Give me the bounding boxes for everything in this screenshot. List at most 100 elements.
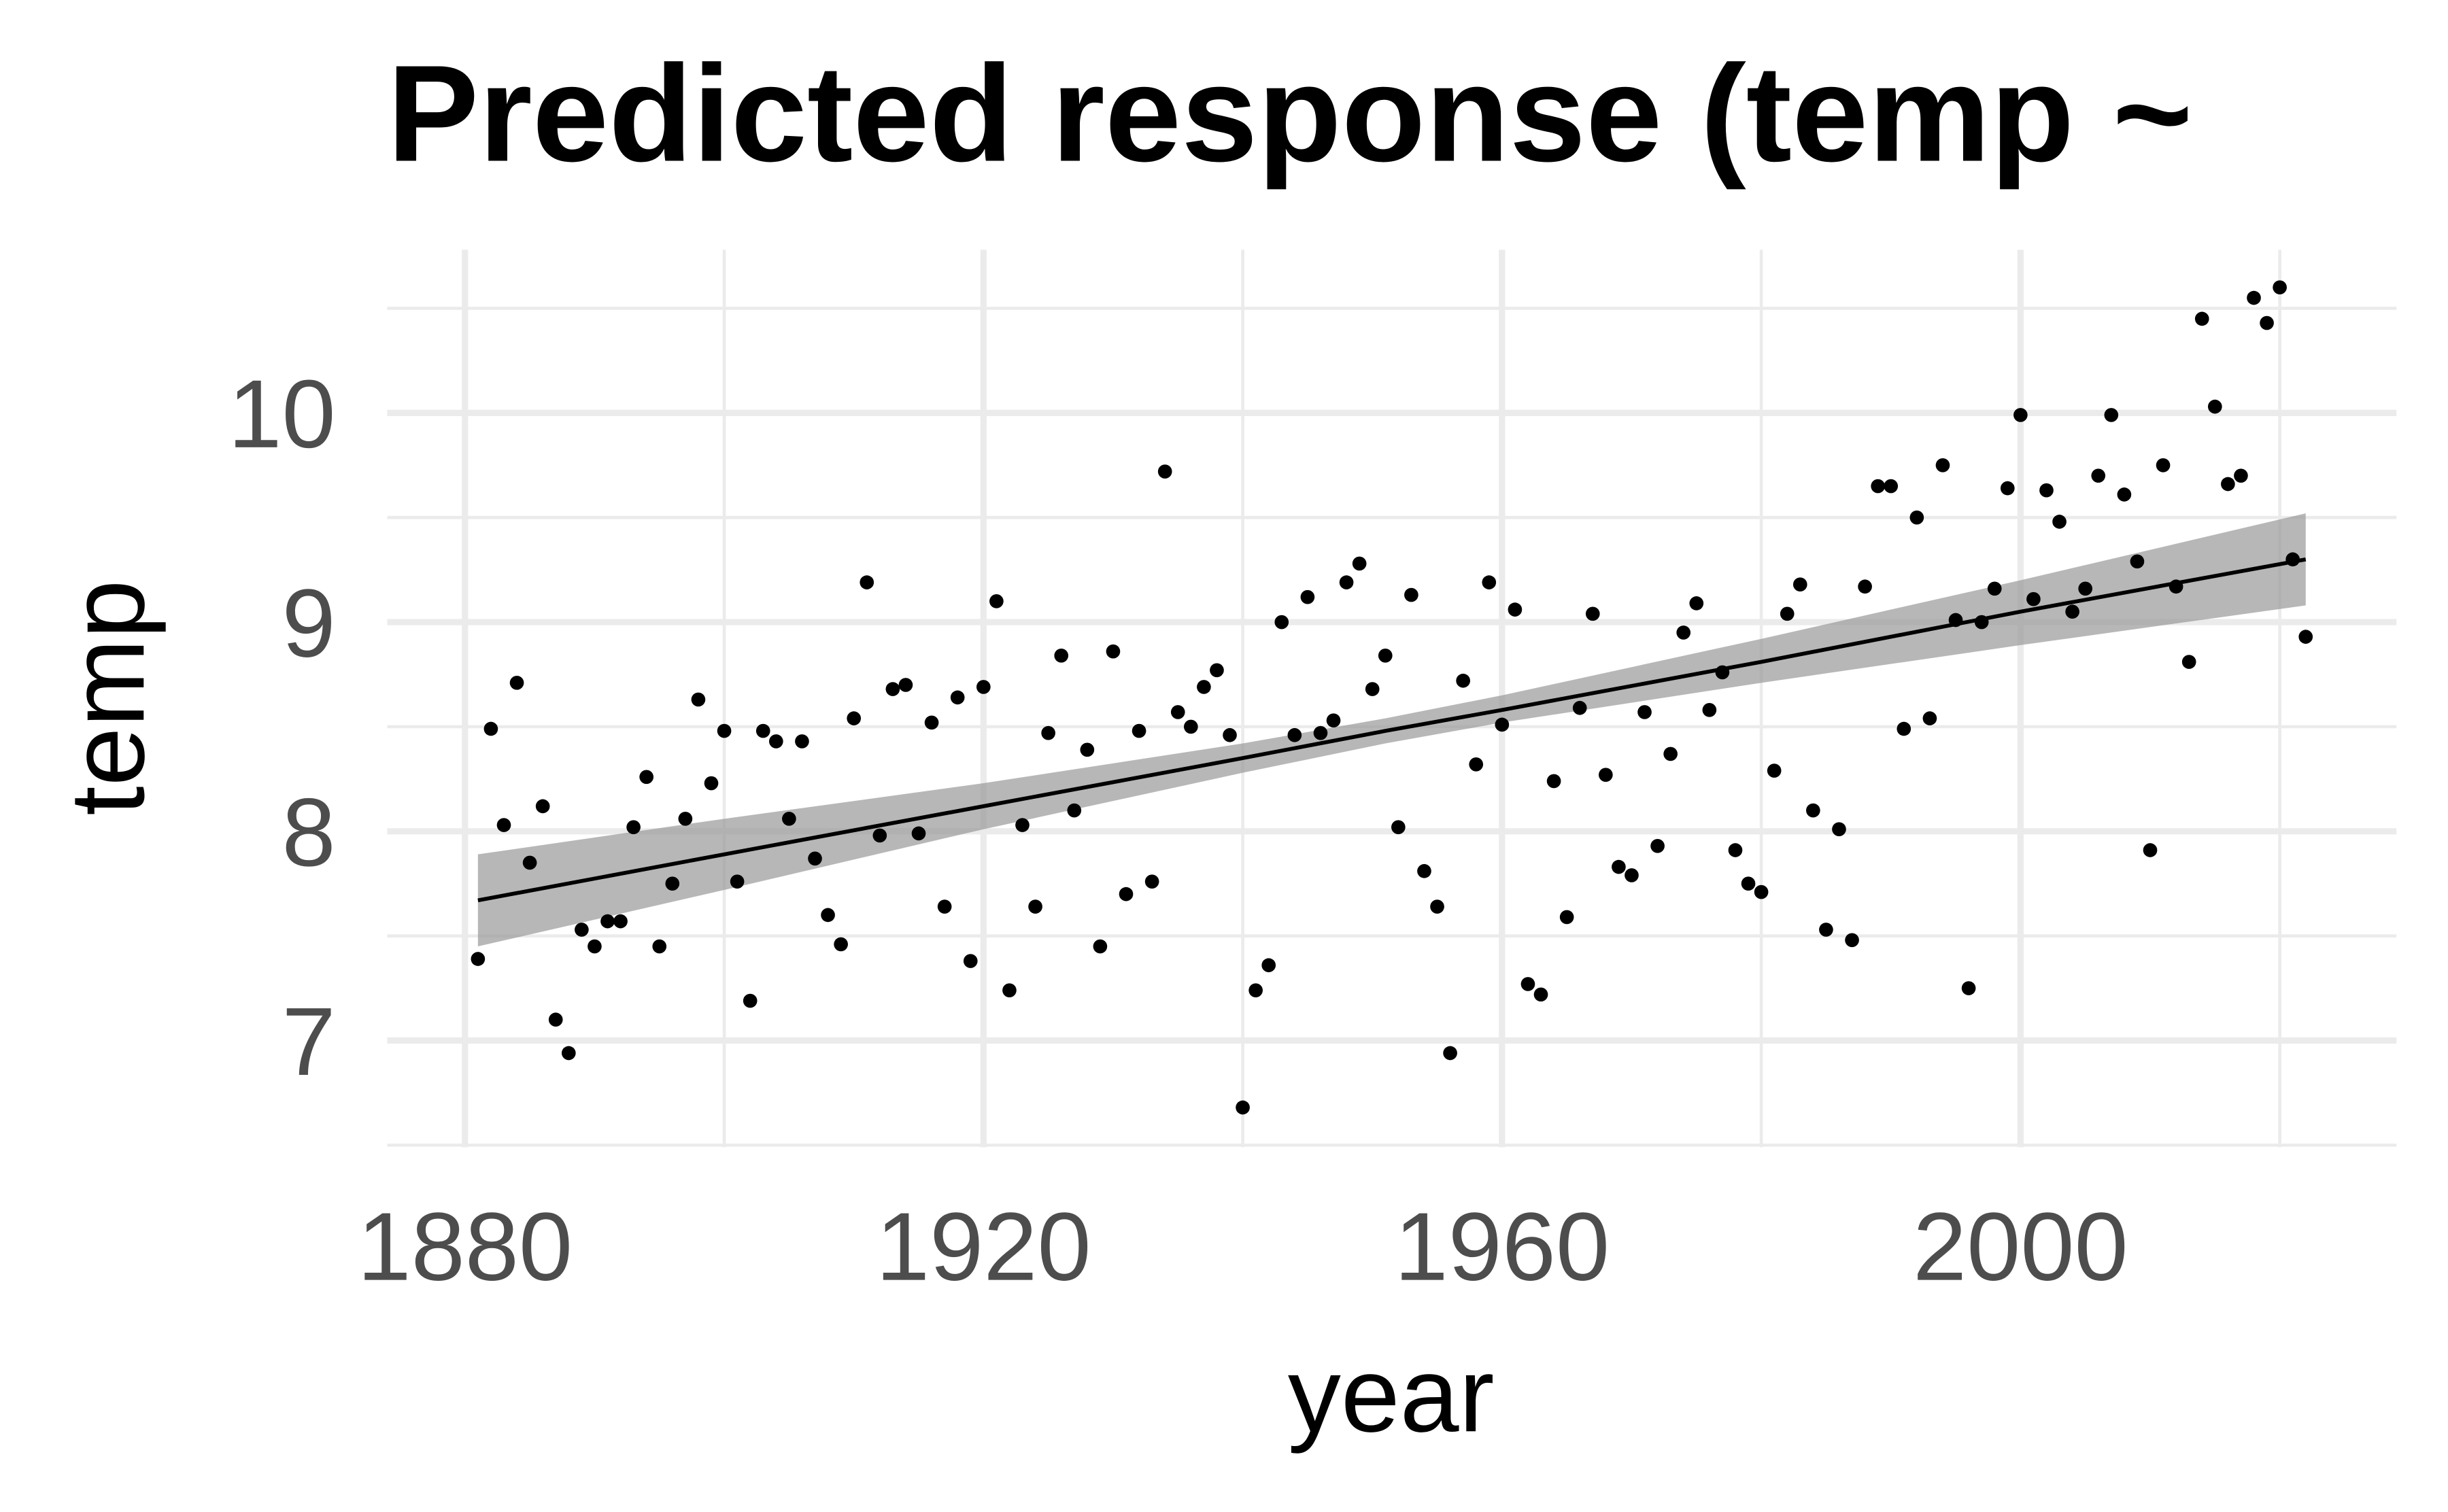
data-point (1443, 1046, 1457, 1061)
data-point (1391, 820, 1406, 834)
data-point (1689, 596, 1704, 611)
data-point (1223, 727, 1237, 742)
data-point (2273, 280, 2287, 295)
data-point (588, 939, 602, 954)
data-point (1119, 887, 1134, 901)
x-axis-title: year (1288, 1336, 1495, 1454)
data-point (1987, 581, 2002, 596)
data-point (1663, 746, 1678, 761)
fit-line (477, 557, 2307, 903)
data-point (2026, 591, 2041, 606)
data-point (1067, 803, 1082, 818)
data-point (1482, 575, 1497, 589)
data-point (1754, 884, 1769, 899)
x-tick-label: 1920 (876, 1193, 1091, 1301)
data-point (1922, 711, 1937, 725)
data-point (1741, 876, 1756, 891)
data-point (1495, 717, 1510, 732)
data-point (755, 723, 770, 738)
data-point (1572, 700, 1587, 715)
data-point (1871, 479, 1886, 494)
data-point (976, 680, 991, 694)
x-tick-label: 1880 (357, 1193, 573, 1301)
data-point (535, 799, 550, 814)
data-point (795, 734, 809, 749)
data-point (730, 874, 745, 889)
data-point (1417, 863, 1431, 878)
data-point (509, 675, 524, 690)
data-point (613, 914, 628, 929)
data-point (1767, 763, 1782, 778)
x-tick-label: 1960 (1395, 1193, 1610, 1301)
chart-title: Predicted response (temp ~ (387, 36, 2192, 190)
data-point (743, 993, 758, 1008)
x-tick-label: 2000 (1913, 1193, 2128, 1301)
data-point (1780, 606, 1795, 621)
data-point (2181, 655, 2196, 669)
data-point (575, 923, 589, 937)
data-point (1884, 479, 1899, 494)
data-point (2039, 483, 2054, 498)
data-point (2221, 477, 2235, 492)
data-point (2130, 554, 2145, 569)
data-point (860, 575, 874, 589)
data-point (1520, 977, 1535, 991)
y-tick-label: 8 (282, 778, 335, 887)
data-point (1028, 899, 1042, 914)
data-point (1106, 644, 1121, 659)
data-point (1287, 727, 1302, 742)
data-point (1378, 648, 1393, 663)
data-point (1236, 1100, 1250, 1115)
data-point (847, 711, 862, 725)
data-point (1015, 818, 1030, 832)
data-point (626, 820, 641, 834)
data-point (1858, 579, 1872, 594)
data-point (2285, 552, 2300, 567)
data-point (1559, 910, 1574, 925)
data-point (1365, 682, 1380, 696)
data-point (1728, 843, 1743, 857)
data-point (1650, 839, 1665, 853)
data-point (496, 818, 511, 832)
data-point (1197, 680, 1211, 694)
data-point (1352, 556, 1367, 571)
data-point (1533, 987, 1548, 1002)
data-point (691, 692, 706, 707)
data-point (1792, 577, 1807, 592)
data-point (1819, 923, 1833, 937)
data-point (768, 734, 783, 749)
data-point (471, 952, 486, 966)
data-point (1546, 774, 1561, 789)
data-point (1326, 713, 1341, 728)
data-point (2260, 315, 2274, 330)
data-point (1469, 757, 1484, 772)
y-tick-label: 10 (228, 360, 335, 468)
data-point (652, 939, 667, 954)
data-point (1832, 822, 1846, 837)
data-point (808, 851, 822, 866)
data-point (2234, 468, 2248, 483)
data-point (2298, 630, 2313, 644)
data-point (821, 908, 835, 923)
data-point (885, 682, 900, 696)
data-point (2078, 581, 2093, 596)
data-point (665, 876, 680, 891)
data-point (2013, 408, 2028, 422)
data-point (2104, 408, 2119, 422)
data-point (1456, 673, 1470, 688)
data-point (1845, 933, 1859, 948)
data-point (1599, 768, 1613, 783)
data-point (2052, 515, 2067, 529)
data-point (2065, 604, 2079, 619)
data-point (2207, 399, 2222, 414)
data-point (1974, 615, 1989, 630)
data-point (2194, 311, 2209, 326)
data-point (924, 715, 939, 730)
data-point (1093, 939, 1108, 954)
data-point (2156, 458, 2171, 472)
data-point (2000, 481, 2015, 496)
data-point (1274, 615, 1289, 630)
data-point (1508, 602, 1523, 617)
data-point (1041, 725, 1055, 740)
